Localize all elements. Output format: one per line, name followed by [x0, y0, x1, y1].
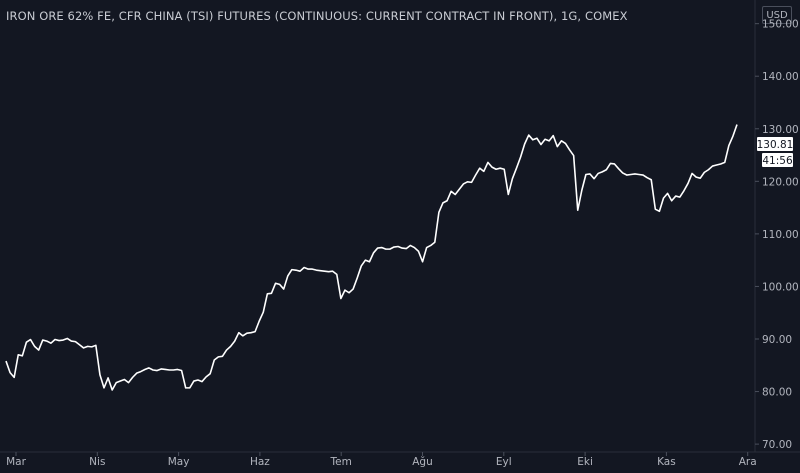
x-tick-label: Haz — [250, 456, 270, 468]
x-tick-label: Eyl — [496, 456, 512, 468]
y-tick-label: 130.00 — [762, 124, 799, 136]
x-tick-label: Ara — [739, 456, 757, 468]
last-price-badge-bg — [757, 137, 793, 151]
x-tick-label: Kas — [657, 456, 676, 468]
x-tick-label: Eki — [577, 456, 593, 468]
y-tick-label: 110.00 — [762, 229, 799, 241]
x-tick-label: Tem — [330, 456, 352, 468]
time-axis: Mar Nis May Haz Tem Ağu Eyl Eki Kas Ara — [6, 452, 757, 468]
y-tick-label: 100.00 — [762, 281, 799, 293]
x-tick-label: May — [168, 456, 190, 468]
price-line — [5, 124, 738, 391]
price-axis[interactable]: 70.00 80.00 90.00 100.00 110.00 120.00 130.00 1… — [755, 19, 799, 451]
y-tick-label: 90.00 — [762, 334, 792, 346]
bar-countdown-badge: 41:56 — [762, 153, 793, 167]
y-tick-label: 80.00 — [762, 387, 792, 399]
y-tick-label: 140.00 — [762, 71, 799, 83]
last-price-label: 130.81 — [757, 139, 794, 151]
x-tick-label: Ağu — [412, 456, 433, 468]
x-tick-label: Mar — [6, 456, 26, 468]
countdown-label: 41:56 — [762, 155, 793, 167]
currency-button[interactable]: USD — [762, 6, 792, 24]
y-tick-label: 70.00 — [762, 439, 792, 451]
chart-title: IRON ORE 62% FE, CFR CHINA (TSI) FUTURES… — [6, 9, 628, 23]
x-tick-label: Nis — [89, 456, 105, 468]
y-tick-label: 150.00 — [762, 19, 799, 31]
countdown-badge-bg — [762, 153, 793, 167]
last-price-badge: 130.81 — [757, 137, 794, 151]
y-tick-label: 120.00 — [762, 176, 799, 188]
